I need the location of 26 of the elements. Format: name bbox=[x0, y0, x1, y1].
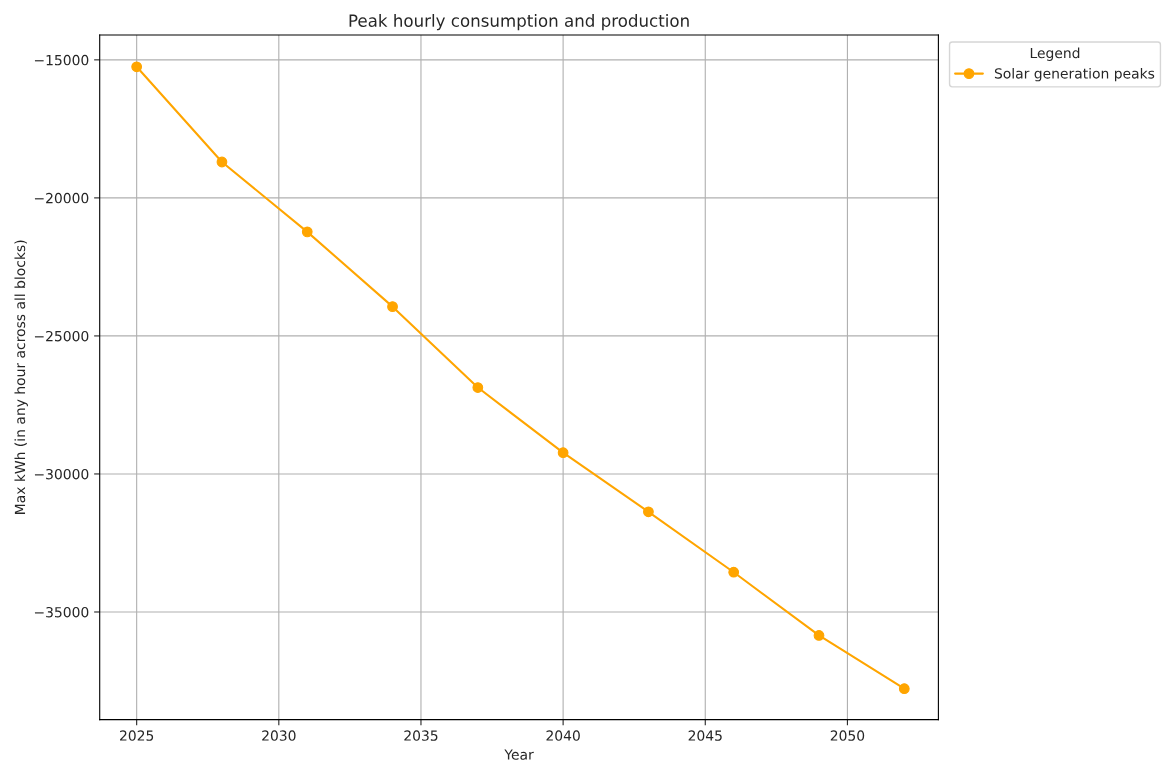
point bbox=[301, 226, 313, 238]
point bbox=[898, 683, 910, 695]
point bbox=[557, 447, 569, 459]
y-tick-label: −20000 bbox=[34, 192, 89, 204]
chart-title: Peak hourly consumption and production bbox=[349, 14, 689, 31]
point bbox=[387, 301, 398, 313]
x-tick-label: 2040 bbox=[546, 730, 580, 741]
y-tick-label: −35000 bbox=[34, 606, 89, 618]
y-tick-label: −25000 bbox=[34, 330, 89, 342]
y-axis-title: Max kWh (in any hour across all blocks) bbox=[14, 240, 28, 514]
x-axis-title: Year bbox=[504, 749, 534, 760]
x-tick-label: 2025 bbox=[120, 730, 154, 741]
point bbox=[728, 566, 740, 578]
x-tick-label: 2035 bbox=[404, 730, 438, 741]
point bbox=[472, 382, 484, 393]
point bbox=[131, 61, 143, 73]
y-tick-label: −15000 bbox=[34, 54, 89, 66]
x-tick-label: 2045 bbox=[688, 730, 722, 741]
y-tick-label: −30000 bbox=[34, 468, 89, 480]
x-tick-label: 2030 bbox=[262, 730, 296, 741]
x-tick-label: 2050 bbox=[830, 730, 865, 741]
legend-title: Legend bbox=[1030, 47, 1080, 61]
point bbox=[813, 630, 825, 641]
point bbox=[643, 506, 654, 518]
legend-label: Solar generation peaks bbox=[994, 67, 1155, 82]
point bbox=[216, 156, 228, 168]
